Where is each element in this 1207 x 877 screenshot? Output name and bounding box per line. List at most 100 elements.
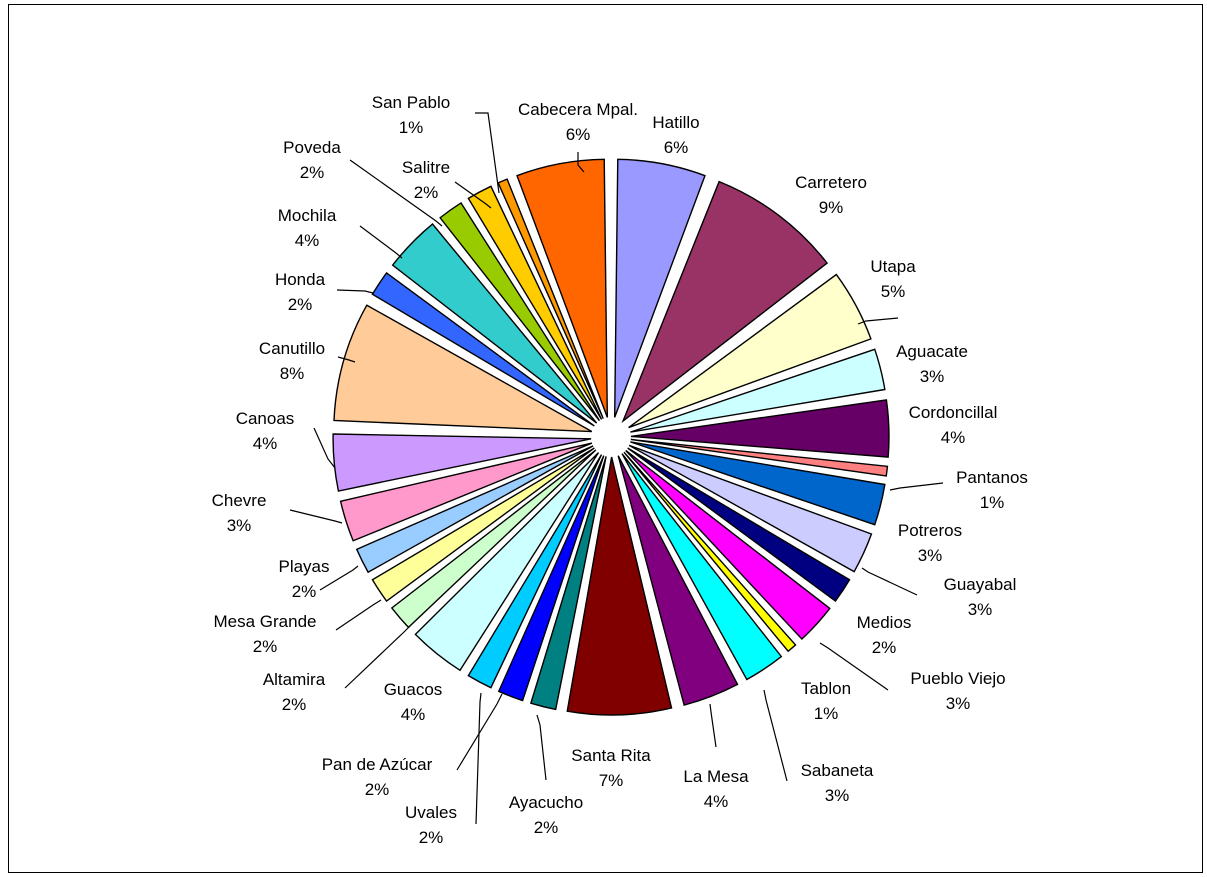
slice-pct-poveda: 2%: [300, 163, 325, 182]
leader-line-cabecera-mpal: [577, 152, 585, 173]
slice-pct-mesa-grande: 2%: [253, 637, 278, 656]
leader-line-utapa: [857, 317, 899, 325]
slice-pct-salitre: 2%: [414, 183, 439, 202]
leader-line-playas: [319, 565, 359, 591]
slice-label-guayabal: Guayabal: [944, 575, 1017, 594]
pie-slice-mesa-grande: [371, 447, 595, 603]
slice-pct-utapa: 5%: [881, 282, 906, 301]
slice-pct-canoas: 4%: [253, 434, 278, 453]
slice-label-salitre: Salitre: [402, 158, 450, 177]
slice-label-altamira: Altamira: [263, 670, 326, 689]
slice-pct-sabaneta: 3%: [825, 786, 850, 805]
slice-label-guacos: Guacos: [384, 680, 443, 699]
pie-slice-salitre: [467, 185, 603, 420]
slice-label-mesa-grande: Mesa Grande: [214, 612, 317, 631]
leader-lines-layer: [289, 112, 944, 825]
slice-label-aguacate: Aguacate: [896, 342, 968, 361]
slice-label-medios: Medios: [857, 613, 912, 632]
slice-pct-ayacucho: 2%: [534, 818, 559, 837]
slice-pct-la-mesa: 4%: [704, 792, 729, 811]
pie-slice-santa-rita: [566, 456, 673, 716]
slice-label-pantanos: Pantanos: [956, 468, 1028, 487]
slice-label-chevre: Chevre: [212, 491, 267, 510]
slice-pct-honda: 2%: [288, 295, 313, 314]
leader-line-la-mesa: [709, 703, 717, 748]
pie-slice-ayacucho: [529, 456, 607, 711]
pie-slice-hatillo: [613, 158, 706, 418]
slice-label-cordoncillal: Cordoncillal: [909, 403, 998, 422]
slice-pct-hatillo: 6%: [664, 138, 689, 157]
leader-line-uvales: [475, 692, 482, 825]
slice-pct-guayabal: 3%: [968, 600, 993, 619]
leader-line-pan-de-azucar: [456, 693, 503, 771]
pie-slice-guacos: [414, 452, 600, 672]
pie-slice-aguacate: [630, 348, 886, 433]
slice-label-san-pablo: San Pablo: [372, 93, 450, 112]
pie-slice-canutillo: [333, 304, 593, 433]
pie-slice-uvales: [497, 455, 605, 702]
slice-pct-santa-rita: 7%: [599, 771, 624, 790]
slice-label-santa-rita: Santa Rita: [571, 746, 651, 765]
pie-slice-tablon: [623, 451, 797, 653]
slice-label-uvales: Uvales: [405, 803, 457, 822]
pie-slice-playas: [355, 445, 594, 574]
leader-line-pantanos: [889, 482, 944, 491]
slice-label-carretero: Carretero: [795, 173, 867, 192]
pie-slice-chevre: [339, 442, 593, 542]
pie-slice-canoas: [332, 433, 592, 492]
slice-pct-cabecera-mpal: 6%: [566, 125, 591, 144]
slice-pct-canutillo: 8%: [280, 364, 305, 383]
slice-pct-aguacate: 3%: [920, 367, 945, 386]
slice-label-ayacucho: Ayacucho: [509, 793, 583, 812]
pie-slice-la-mesa: [617, 455, 739, 706]
leader-line-mesa-grande: [335, 599, 382, 631]
leader-line-guayabal: [861, 567, 918, 596]
slice-label-pan-de-azucar: Pan de Azúcar: [322, 755, 433, 774]
slice-pct-chevre: 3%: [227, 516, 252, 535]
slice-pct-carretero: 9%: [819, 198, 844, 217]
slice-label-canoas: Canoas: [236, 409, 295, 428]
slice-label-playas: Playas: [278, 557, 329, 576]
slice-pct-medios: 2%: [872, 638, 897, 657]
slice-pct-potreros: 3%: [918, 546, 943, 565]
leader-line-mochila: [359, 225, 403, 259]
pie-slice-pan-de-azucar: [467, 454, 603, 689]
chart-frame: [8, 4, 1203, 873]
slice-pct-uvales: 2%: [419, 828, 444, 847]
leader-line-canutillo: [337, 356, 356, 363]
slice-label-pueblo-viejo: Pueblo Viejo: [910, 669, 1005, 688]
slice-pct-cordoncillal: 4%: [941, 428, 966, 447]
pie-slice-pantanos: [630, 438, 889, 477]
leader-line-altamira: [344, 625, 411, 689]
pie-slice-potreros: [630, 441, 886, 526]
slice-label-hatillo: Hatillo: [652, 113, 699, 132]
pie-slice-cordoncillal: [630, 399, 890, 458]
pie-slice-medios: [627, 447, 851, 603]
slices-layer: [332, 158, 890, 716]
leader-line-poveda: [349, 159, 443, 227]
pie-slice-sabaneta: [621, 453, 783, 681]
slice-label-honda: Honda: [275, 270, 326, 289]
pie-slice-cabecera-mpal: [516, 158, 609, 418]
slice-pct-guacos: 4%: [401, 705, 426, 724]
slice-label-sabaneta: Sabaneta: [801, 761, 874, 780]
leader-line-chevre: [289, 509, 343, 524]
pie-slice-utapa: [628, 273, 872, 429]
slice-label-la-mesa: La Mesa: [683, 767, 749, 786]
slice-label-canutillo: Canutillo: [259, 339, 325, 358]
pie-slice-carretero: [621, 180, 829, 424]
leader-line-pueblo-viejo: [819, 642, 889, 691]
labels-layer: Hatillo 6% Carretero 9% Utapa 5% Aguacate 3% Cor…: [212, 93, 1028, 847]
slice-label-tablon: Tablon: [801, 679, 851, 698]
slice-pct-san-pablo: 1%: [399, 118, 424, 137]
slice-pct-pantanos: 1%: [980, 493, 1005, 512]
leader-line-sabaneta: [763, 689, 788, 782]
leader-line-canoas: [313, 427, 336, 469]
slice-pct-pan-de-azucar: 2%: [365, 780, 390, 799]
slice-pct-altamira: 2%: [282, 695, 307, 714]
pie-slice-pueblo-viejo: [625, 449, 831, 641]
pie-slice-honda: [371, 271, 595, 427]
slice-pct-playas: 2%: [292, 582, 317, 601]
pie-slice-guayabal: [628, 444, 873, 573]
